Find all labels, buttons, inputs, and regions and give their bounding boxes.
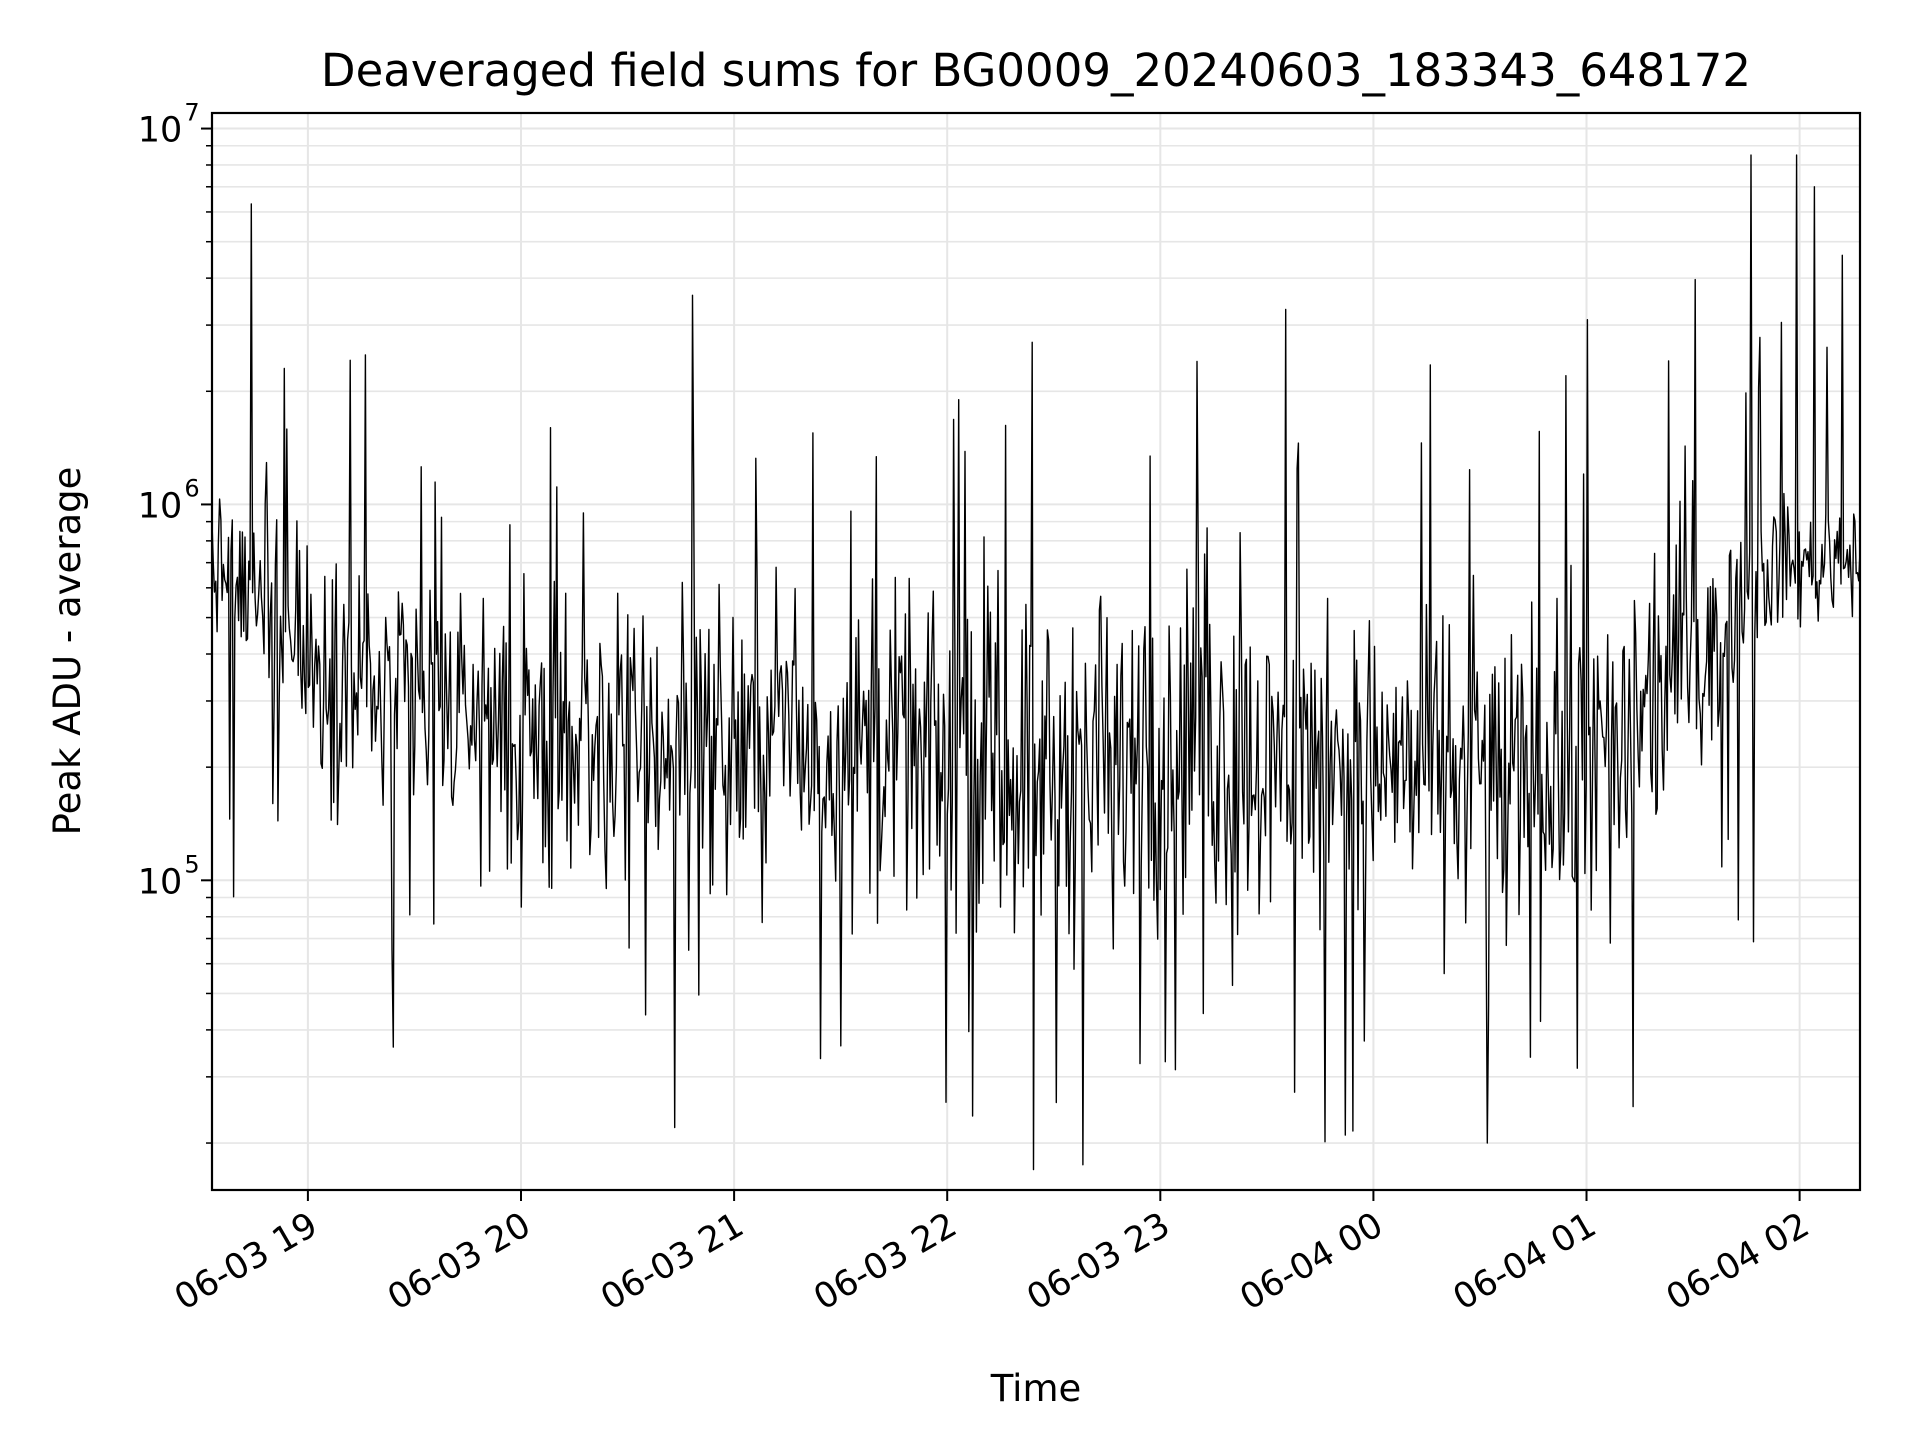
y-tick-exponent: 5 (184, 850, 199, 878)
x-axis-label: Time (990, 1367, 1082, 1410)
y-tick-label: 10 (138, 486, 183, 526)
y-tick-label: 10 (138, 862, 183, 902)
chart-title: Deaveraged field sums for BG0009_2024060… (321, 44, 1751, 97)
y-tick-label: 10 (138, 111, 183, 151)
plot-frame (210, 111, 1862, 1192)
series-line (211, 154, 1861, 1171)
series-layer (211, 154, 1861, 1171)
grid (212, 113, 1860, 1190)
y-tick-exponent: 7 (184, 99, 199, 127)
y-tick-exponent: 6 (184, 474, 199, 502)
y-axis-label: Peak ADU - average (46, 467, 89, 836)
